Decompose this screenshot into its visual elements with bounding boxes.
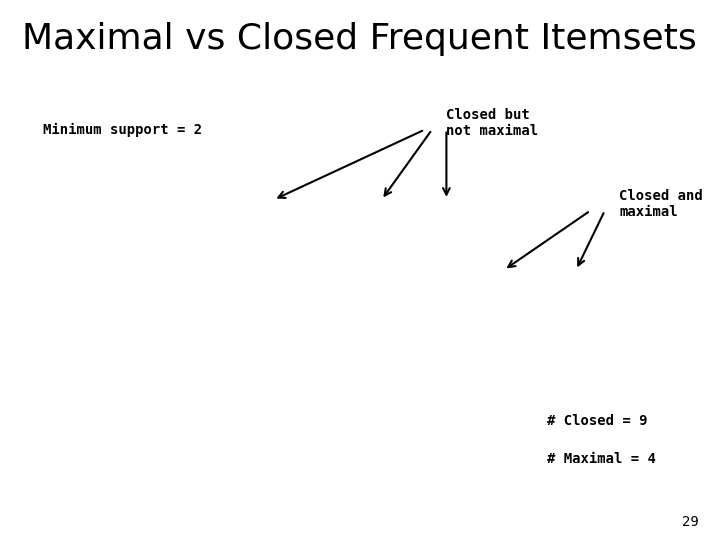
Text: Minimum support = 2: Minimum support = 2 <box>43 123 202 137</box>
Text: Closed and
maximal: Closed and maximal <box>619 189 703 219</box>
Text: # Maximal = 4: # Maximal = 4 <box>547 452 656 466</box>
Text: 29: 29 <box>682 515 698 529</box>
Text: Closed but
not maximal: Closed but not maximal <box>446 108 539 138</box>
Text: Maximal vs Closed Frequent Itemsets: Maximal vs Closed Frequent Itemsets <box>22 22 696 56</box>
Text: # Closed = 9: # Closed = 9 <box>547 414 648 428</box>
